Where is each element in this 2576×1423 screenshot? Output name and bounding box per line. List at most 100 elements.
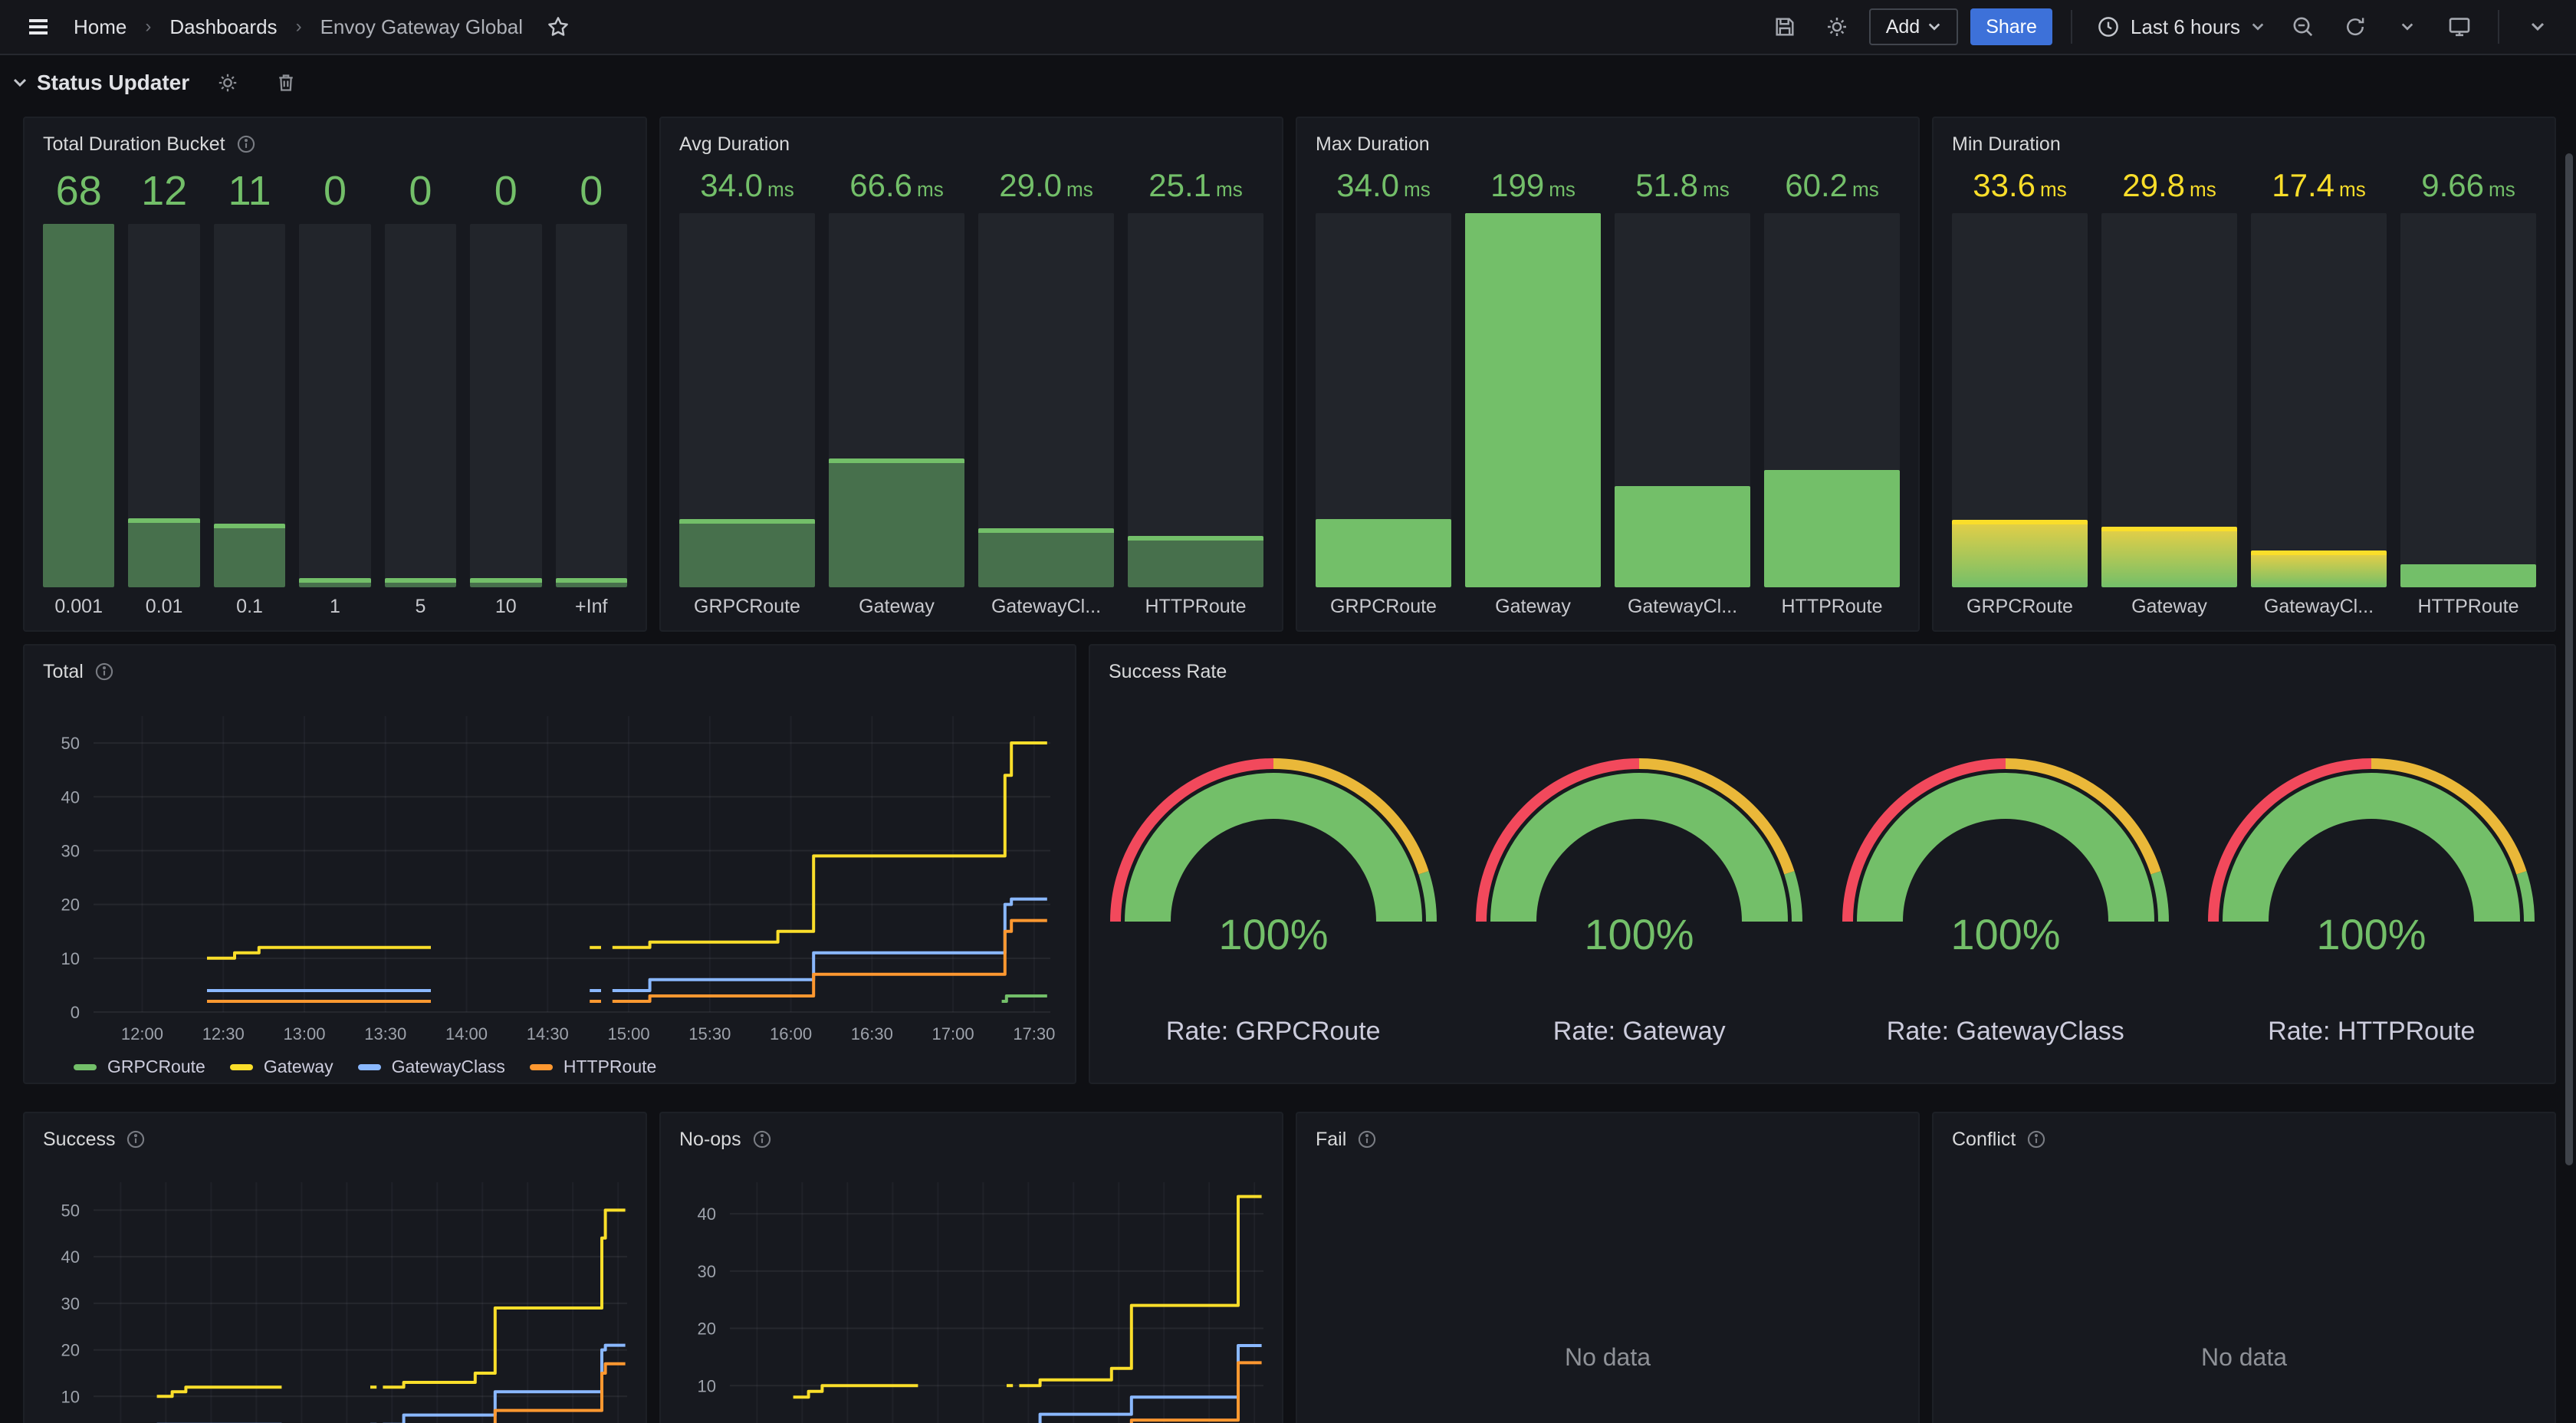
info-icon[interactable] (236, 134, 256, 154)
gauge-threshold-arc (1842, 758, 2006, 922)
breadcrumb-home[interactable]: Home (74, 15, 127, 38)
bar-column: 199 ms Gateway (1465, 167, 1601, 618)
bar-label: 0.1 (236, 596, 263, 617)
gauge-row: 100% Rate: GRPCRoute 100% Rate: Gateway 100%… (1090, 646, 2555, 1083)
favorite-star-icon[interactable] (538, 7, 578, 47)
refresh-icon[interactable] (2335, 7, 2375, 47)
bar-value-unit: ms (1066, 178, 1093, 201)
bar-column: 29.0 ms GatewayCl... (978, 167, 1114, 618)
refresh-interval-chevron-icon[interactable] (2387, 7, 2427, 47)
bar-value: 68 (43, 167, 114, 215)
legend-item[interactable]: GatewayClass (357, 1057, 505, 1077)
legend-item[interactable]: HTTPRoute (529, 1057, 656, 1077)
hamburger-menu-icon[interactable] (18, 7, 58, 47)
gauge-value-arc (1124, 773, 1422, 922)
breadcrumb-separator: › (145, 16, 152, 37)
panel-title[interactable]: Total (43, 660, 84, 682)
panel-title[interactable]: Fail (1316, 1128, 1347, 1150)
y-axis-tick-label: 50 (61, 734, 80, 753)
bar-value: 25.1 ms (1128, 167, 1263, 204)
legend-item[interactable]: Gateway (229, 1057, 334, 1077)
gauge-label: Rate: GRPCRoute (1165, 1017, 1381, 1046)
bar-value: 0 (299, 167, 370, 215)
legend-label: GatewayClass (391, 1057, 505, 1076)
chevron-down-icon (2252, 23, 2264, 31)
series-line-grpcroute (1001, 994, 1047, 1003)
bar-fill (2101, 527, 2237, 587)
bar-value: 0 (556, 167, 627, 215)
top-nav-bar: Home › Dashboards › Envoy Gateway Global… (0, 0, 2576, 55)
bar-value-number: 29.8 (2122, 167, 2186, 203)
bar-value-number: 66.6 (849, 167, 913, 203)
series-line-gateway (156, 1385, 282, 1398)
toolbar-collapse-chevron-icon[interactable] (2518, 7, 2558, 47)
panel-max-duration: Max Duration 34.0 ms GRPCRoute 199 ms Gateway… (1296, 117, 1920, 632)
gauge-threshold-arc (2371, 758, 2527, 875)
timeseries-chart: 0102030405012:0012:3013:0013:3014:0014:3… (61, 1182, 627, 1423)
y-axis-tick-label: 0 (71, 1003, 80, 1022)
panel-title[interactable]: Total Duration Bucket (43, 133, 225, 155)
legend-item[interactable]: GRPCRoute (74, 1057, 205, 1077)
gauge-threshold-arc (2516, 871, 2535, 922)
bar-column: 12 0.01 (128, 167, 200, 618)
panel-title[interactable]: No-ops (679, 1128, 741, 1150)
bar-label: HTTPRoute (1781, 596, 1883, 617)
dashboard-settings-gear-icon[interactable] (1817, 7, 1857, 47)
share-button[interactable]: Share (1970, 8, 2052, 45)
panel-total: Total 0 10 20 30 40 50 12:00 12:30 13:00 13:30 14:… (23, 644, 1076, 1084)
panel-title[interactable]: Max Duration (1316, 133, 1430, 155)
breadcrumb-dashboards[interactable]: Dashboards (169, 15, 278, 38)
bar-track (470, 224, 542, 587)
bar-fill (470, 578, 542, 587)
bar-value-number: 17.4 (2272, 167, 2335, 203)
add-button[interactable]: Add (1868, 8, 1959, 45)
gauge-threshold-arc (1784, 871, 1803, 922)
time-range-picker[interactable]: Last 6 hours (2091, 15, 2271, 39)
info-icon[interactable] (126, 1129, 146, 1149)
kiosk-monitor-icon[interactable] (2440, 7, 2479, 47)
panel-title[interactable]: Success Rate (1109, 660, 1227, 682)
bar-column: 68 0.001 (43, 167, 115, 618)
y-axis-tick-label: 30 (698, 1262, 716, 1281)
bar-gauge: 34.0 ms GRPCRoute 66.6 ms Gateway 29.0 ms Gatewa… (679, 167, 1263, 618)
info-icon[interactable] (94, 662, 114, 682)
save-dashboard-icon[interactable] (1765, 7, 1805, 47)
bar-value-unit: ms (1216, 178, 1243, 201)
gauge-label: Rate: HTTPRoute (2268, 1017, 2476, 1046)
info-icon[interactable] (752, 1129, 772, 1149)
info-icon[interactable] (1357, 1129, 1377, 1149)
bar-label: GRPCRoute (1330, 596, 1437, 617)
bar-value: 60.2 ms (1764, 167, 1900, 204)
series-line-gateway (1019, 1195, 1262, 1388)
series-line-gateway (383, 1208, 626, 1389)
bar-track (384, 224, 457, 587)
bar-label: 0.01 (145, 596, 183, 617)
gauge-threshold-arc (1109, 758, 1273, 922)
panel-no-ops: No-ops 01020304012:0012:3013:0013:3014:0… (659, 1112, 1283, 1423)
row-delete-trash-icon[interactable] (266, 63, 306, 103)
panel-title[interactable]: Min Duration (1952, 133, 2061, 155)
zoom-out-time-icon[interactable] (2283, 7, 2323, 47)
bar-value-number: 34.0 (1336, 167, 1400, 203)
panel-title[interactable]: Conflict (1952, 1128, 2016, 1150)
row-settings-gear-icon[interactable] (208, 63, 248, 103)
chevron-down-icon (1928, 23, 1940, 31)
legend-label: GRPCRoute (107, 1057, 205, 1076)
bar-fill (1316, 519, 1451, 587)
bar-track (128, 224, 200, 587)
bar-value-unit: ms (1404, 178, 1431, 201)
bar-fill (555, 578, 627, 587)
panel-title[interactable]: Avg Duration (679, 133, 790, 155)
page-scrollbar[interactable] (2565, 153, 2573, 1165)
x-axis-tick-label: 17:00 (932, 1024, 974, 1043)
info-icon[interactable] (2026, 1129, 2046, 1149)
bar-column: 29.8 ms Gateway (2101, 167, 2237, 618)
row-collapse-toggle[interactable]: Status Updater (12, 71, 189, 95)
bar-label: 5 (415, 596, 426, 617)
series-line-gateway (612, 741, 1047, 949)
breadcrumb-separator: › (295, 16, 302, 37)
panel-title[interactable]: Success (43, 1128, 116, 1150)
series-line-httproute (1129, 1361, 1262, 1423)
